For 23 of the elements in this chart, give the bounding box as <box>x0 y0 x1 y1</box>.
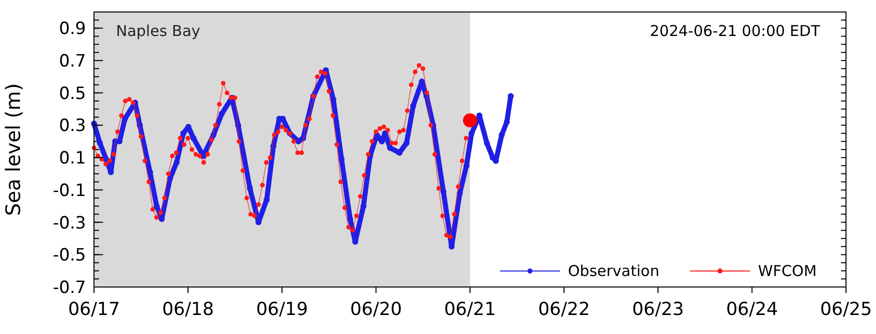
x-tick-label: 06/22 <box>538 299 590 320</box>
y-tick-label: 0.9 <box>58 19 86 40</box>
y-tick-label: 0.5 <box>58 84 86 104</box>
legend-label: Observation <box>568 262 660 280</box>
x-tick-label: 06/19 <box>256 299 308 320</box>
x-tick-label: 06/25 <box>820 299 872 320</box>
y-tick-label: 0.7 <box>58 52 86 72</box>
y-tick-label: -0.7 <box>52 278 86 298</box>
y-tick-label: -0.1 <box>52 180 86 201</box>
y-tick-label: -0.5 <box>52 246 86 266</box>
annotation: 2024-06-21 00:00 EDT <box>650 22 821 40</box>
x-tick-label: 06/18 <box>162 299 214 320</box>
x-tick-label: 06/17 <box>68 299 120 320</box>
y-tick-label: 0.1 <box>58 148 86 169</box>
x-tick-label: 06/24 <box>726 299 778 320</box>
annotation: Naples Bay <box>116 22 200 40</box>
x-tick-label: 06/20 <box>350 299 402 320</box>
x-tick-label: 06/21 <box>444 299 496 320</box>
y-axis-title: Sea level (m) <box>1 83 25 216</box>
x-tick-label: 06/23 <box>632 299 684 320</box>
legend-label: WFCOM <box>758 262 817 280</box>
y-tick-label: 0.3 <box>58 116 86 136</box>
y-tick-label: -0.3 <box>52 213 86 234</box>
